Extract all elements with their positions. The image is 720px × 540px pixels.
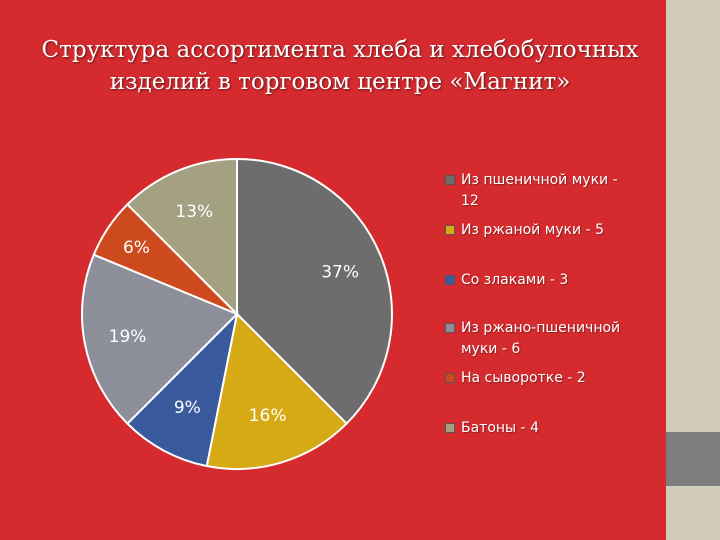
slice-percent-label: 13%	[175, 202, 213, 222]
slice-percent-label: 19%	[109, 327, 147, 347]
legend-label-line-2: муки - 6	[461, 341, 521, 357]
title-line-1: Структура ассортимента хлеба и хлебобуло…	[41, 37, 639, 63]
decor-block	[666, 432, 720, 486]
pie-slice	[236, 157, 394, 426]
legend-label-line-1: Из ржано-пшеничной	[461, 320, 621, 336]
legend-label: Батоны - 4	[461, 418, 645, 439]
slice-percent-label: 16%	[249, 406, 287, 426]
title-line-2: изделий в торговом центре «Магнит»	[109, 69, 571, 95]
legend-label-line-1: На сыворотке - 2	[461, 370, 586, 386]
legend-label-line-1: Из ржаной муки - 5	[461, 222, 604, 238]
legend-label: Из ржаной муки - 5	[461, 220, 645, 241]
slice-percent-label: 37%	[321, 262, 359, 282]
legend-label: Из пшеничной муки - 12	[461, 170, 645, 212]
right-decor-strip	[666, 0, 720, 540]
legend-label: Из ржано-пшеничной муки - 6	[461, 318, 645, 360]
pie-slice	[125, 157, 238, 317]
legend-label-line-1: Из пшеничной муки -	[461, 172, 618, 188]
slice-percent-label: 9%	[174, 398, 201, 418]
pie-slice	[81, 253, 239, 426]
legend-swatch	[445, 423, 455, 433]
legend-label: Со злаками - 3	[461, 270, 645, 291]
legend-label-line-1: Батоны - 4	[461, 420, 539, 436]
chart-title: Структура ассортимента хлеба и хлебобуло…	[30, 34, 650, 98]
slice-percent-label: 6%	[123, 238, 150, 258]
legend-swatch	[445, 175, 455, 185]
pie-slice	[205, 311, 349, 470]
legend-swatch	[445, 225, 455, 235]
legend-swatch	[445, 323, 455, 333]
legend-swatch	[445, 373, 455, 383]
legend-label-line-1: Со злаками - 3	[461, 272, 569, 288]
legend-swatch	[445, 275, 455, 285]
legend-label-line-2: 12	[461, 193, 479, 209]
pie-slice	[125, 310, 239, 468]
legend-label: На сыворотке - 2	[461, 368, 645, 389]
